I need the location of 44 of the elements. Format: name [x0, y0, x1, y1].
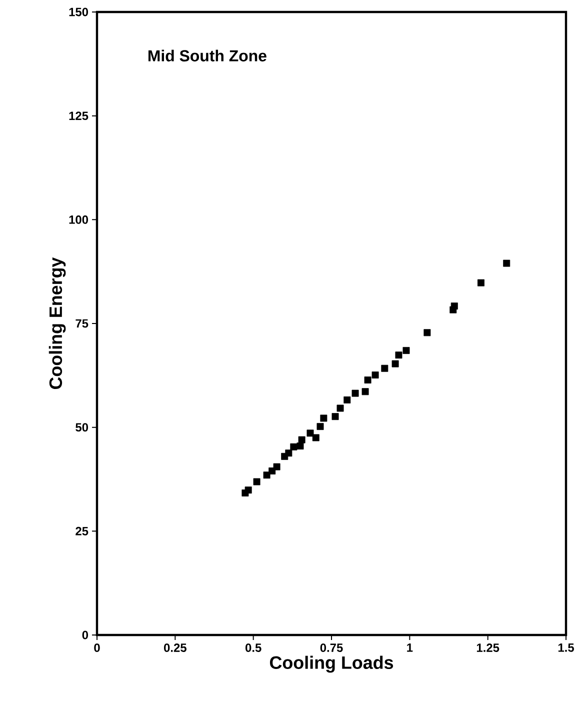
point — [402, 347, 410, 354]
point — [344, 396, 351, 404]
point — [352, 390, 359, 397]
y-tick-label: 0 — [82, 630, 88, 640]
point — [477, 279, 484, 286]
point — [424, 329, 431, 336]
x-tick-label: 1.25 — [476, 644, 500, 652]
x-tick-label: 1 — [407, 644, 413, 652]
x-tick-label: 0.25 — [164, 644, 186, 652]
y-tick-label: 125 — [69, 112, 88, 120]
x-tick-label: 0 — [94, 644, 100, 652]
point — [332, 413, 339, 420]
point — [364, 376, 372, 384]
point — [503, 260, 510, 267]
y-tick-label: 50 — [76, 423, 88, 432]
x-tick-label: 0.5 — [245, 644, 262, 652]
point — [253, 478, 260, 486]
y-axis-title: Cooling Energy — [48, 257, 66, 390]
point — [336, 404, 344, 412]
y-tick-label: 100 — [69, 215, 88, 224]
x-axis-title: Cooling Loads — [270, 656, 394, 673]
x-tick-label: 0.75 — [320, 644, 343, 652]
point — [392, 360, 399, 368]
point — [316, 423, 324, 430]
point — [290, 443, 298, 450]
point — [263, 472, 270, 479]
y-tick-label: 75 — [76, 319, 88, 328]
point — [306, 430, 314, 437]
text: Mid South Zone — [148, 50, 266, 62]
point — [285, 450, 292, 457]
point — [395, 352, 402, 359]
point — [273, 463, 280, 470]
point — [450, 302, 458, 310]
x-tick-label: 1.5 — [558, 644, 574, 652]
point — [320, 414, 328, 422]
point — [244, 486, 252, 494]
point — [372, 372, 379, 378]
y-tick-label: 25 — [76, 526, 88, 536]
point — [298, 436, 306, 444]
y-tick-label: 150 — [69, 8, 88, 16]
point — [312, 434, 320, 442]
point — [296, 442, 304, 450]
point — [362, 388, 369, 396]
point — [381, 364, 388, 372]
